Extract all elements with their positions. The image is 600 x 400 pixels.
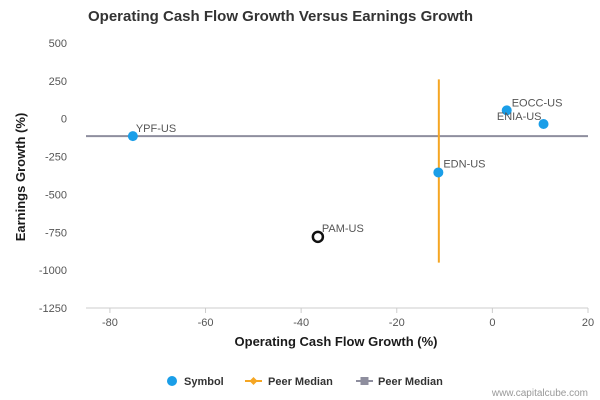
data-point-ypf-us[interactable] bbox=[127, 131, 138, 142]
data-point-label: YPF-US bbox=[136, 123, 176, 135]
data-point-enia-us[interactable] bbox=[538, 119, 549, 130]
data-point-label: EOCC-US bbox=[512, 97, 563, 109]
x-tick-label: -80 bbox=[102, 317, 118, 329]
x-tick-label: 0 bbox=[489, 317, 495, 329]
data-point-edn-us[interactable] bbox=[433, 167, 444, 178]
y-ticks: 500 250 0 -250 -500 -750 -1000 -1250 bbox=[39, 38, 67, 315]
legend: Symbol Peer Median Peer Median bbox=[167, 376, 443, 388]
x-tick-label: -40 bbox=[293, 317, 309, 329]
x-axis-title: Operating Cash Flow Growth (%) bbox=[235, 334, 438, 349]
legend-peer-median-x-label: Peer Median bbox=[268, 376, 333, 388]
x-ticks: -80 -60 -40 -20 0 20 bbox=[102, 308, 594, 329]
credit-text: www.capitalcube.com bbox=[491, 388, 588, 399]
chart-title: Operating Cash Flow Growth Versus Earnin… bbox=[88, 8, 473, 25]
legend-peer-median-y-label: Peer Median bbox=[378, 376, 443, 388]
y-tick-label: -1000 bbox=[39, 265, 67, 277]
legend-item-symbol[interactable]: Symbol bbox=[167, 376, 224, 388]
y-tick-label: 250 bbox=[49, 76, 67, 88]
y-tick-label: -1250 bbox=[39, 303, 67, 315]
y-tick-label: -500 bbox=[45, 189, 67, 201]
y-tick-label: -250 bbox=[45, 152, 67, 164]
legend-symbol-label: Symbol bbox=[184, 376, 224, 388]
y-axis-title: Earnings Growth (%) bbox=[13, 113, 28, 242]
data-point-eocc-us[interactable] bbox=[501, 105, 512, 116]
x-tick-label: -20 bbox=[389, 317, 405, 329]
legend-item-peer-median-y[interactable]: Peer Median bbox=[356, 376, 443, 388]
legend-diamond-icon bbox=[249, 377, 258, 385]
x-tick-label: -60 bbox=[198, 317, 214, 329]
data-points: YPF-US EOCC-US ENIA-US EDN-US PAM-US bbox=[127, 97, 563, 244]
y-tick-label: 0 bbox=[61, 114, 67, 126]
legend-square-icon bbox=[360, 377, 369, 385]
data-point-label: EDN-US bbox=[443, 158, 485, 170]
data-point-label: PAM-US bbox=[322, 223, 364, 235]
y-tick-label: 500 bbox=[49, 38, 67, 50]
data-point-pam-us[interactable] bbox=[311, 230, 325, 244]
y-tick-label: -750 bbox=[45, 227, 67, 239]
legend-symbol-marker bbox=[167, 376, 177, 386]
x-tick-label: 20 bbox=[582, 317, 594, 329]
data-point-label: ENIA-US bbox=[497, 111, 542, 123]
legend-item-peer-median-x[interactable]: Peer Median bbox=[245, 376, 333, 388]
